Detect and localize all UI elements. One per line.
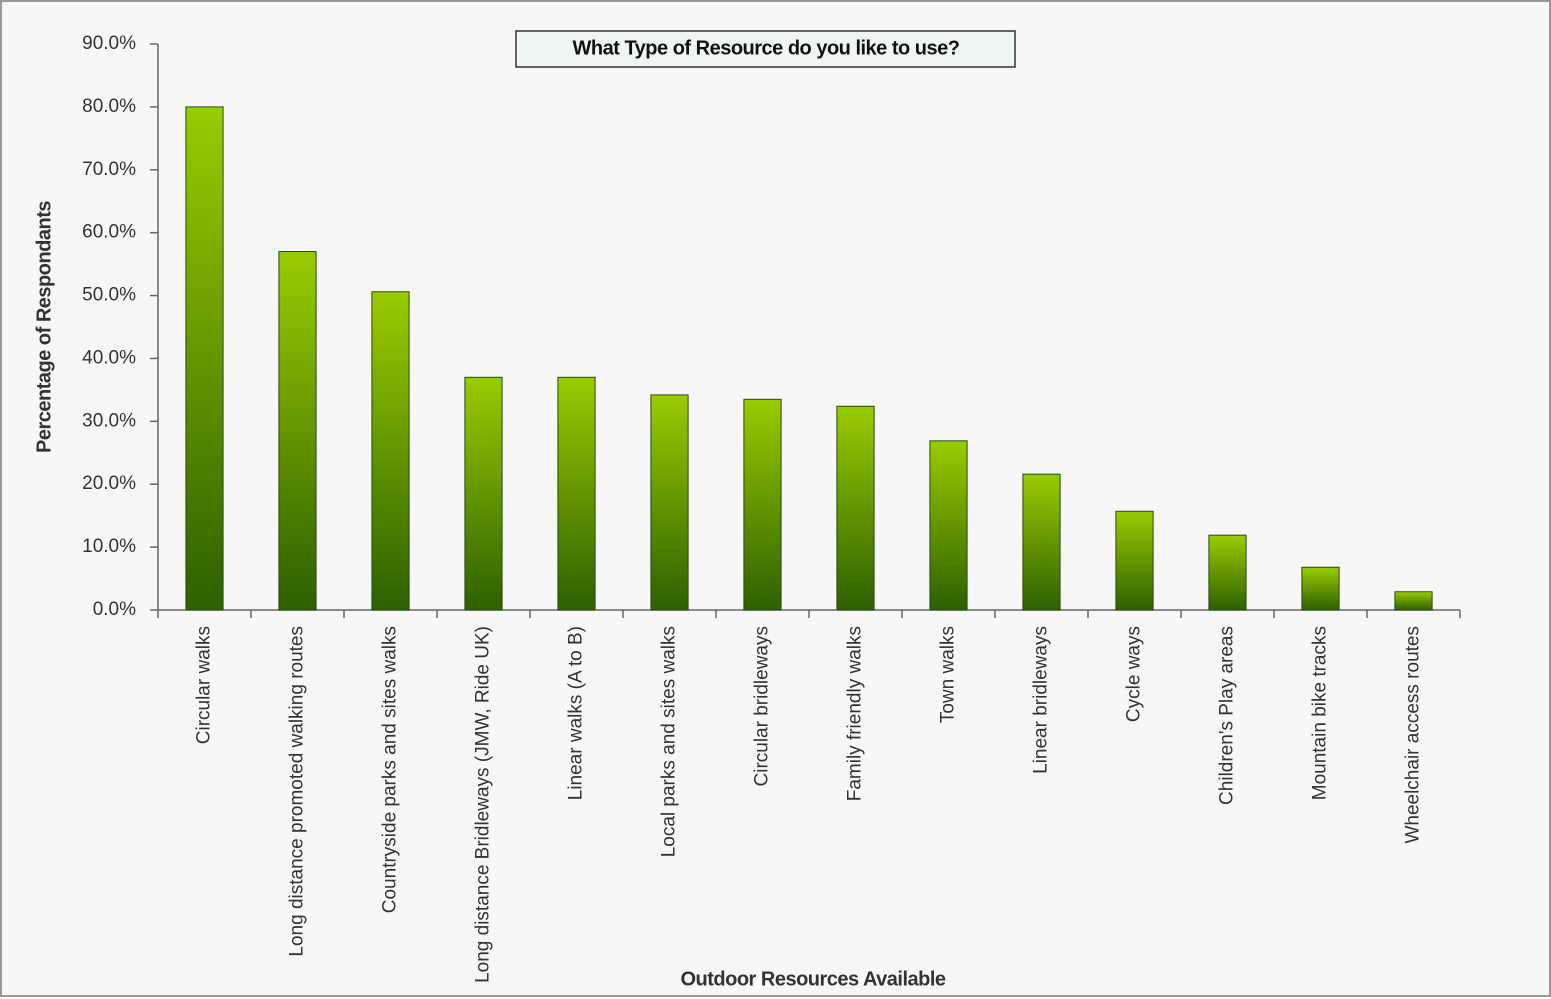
x-tick-label: Long distance Bridleways (JMW, Ride UK): [473, 626, 494, 983]
y-tick-label: 40.0%: [82, 347, 136, 368]
bar: [1301, 566, 1340, 611]
x-tick-label: Mountain bike tracks: [1310, 626, 1331, 800]
x-tick-label: Countryside parks and sites walks: [380, 626, 401, 913]
x-tick-label: Family friendly walks: [845, 626, 866, 801]
bar: [371, 291, 410, 611]
bar: [836, 405, 875, 611]
x-tick-label: Cycle ways: [1124, 626, 1145, 722]
y-tick-label: 10.0%: [82, 536, 136, 557]
y-axis-title: Percentage of Respondants: [33, 201, 55, 453]
bar: [650, 394, 689, 611]
x-tick-label: Circular walks: [194, 626, 215, 744]
bar: [1022, 473, 1061, 611]
x-axis-title: Outdoor Resources Available: [680, 968, 945, 990]
y-tick-label: 50.0%: [82, 285, 136, 306]
x-tick-label: Wheelchair access routes: [1403, 626, 1424, 844]
x-tick-label: Long distance promoted walking routes: [287, 626, 308, 957]
bar: [1208, 534, 1247, 611]
bar: [929, 440, 968, 611]
bar: [464, 376, 503, 611]
x-tick-label: Circular bridleways: [752, 626, 773, 787]
bar: [1394, 591, 1433, 611]
y-tick-label: 30.0%: [82, 410, 136, 431]
y-tick-label: 20.0%: [82, 473, 136, 494]
x-tick-label: Linear walks (A to B): [566, 626, 587, 800]
chart-title: What Type of Resource do you like to use…: [573, 37, 960, 59]
y-tick-label: 80.0%: [82, 96, 136, 117]
x-tick-label: Children's Play areas: [1217, 626, 1238, 805]
bar: [1115, 510, 1154, 611]
bar: [743, 398, 782, 611]
x-tick-label: Town walks: [938, 626, 959, 723]
bar: [557, 376, 596, 611]
y-tick-label: 0.0%: [93, 599, 136, 620]
bar: [278, 251, 317, 611]
x-tick-label: Linear bridleways: [1031, 626, 1052, 774]
x-tick-label: Local parks and sites walks: [659, 626, 680, 857]
y-tick-label: 70.0%: [82, 159, 136, 180]
bar: [185, 106, 224, 611]
title-box: [515, 30, 1016, 68]
y-tick-label: 90.0%: [82, 33, 136, 54]
y-tick-label: 60.0%: [82, 222, 136, 243]
